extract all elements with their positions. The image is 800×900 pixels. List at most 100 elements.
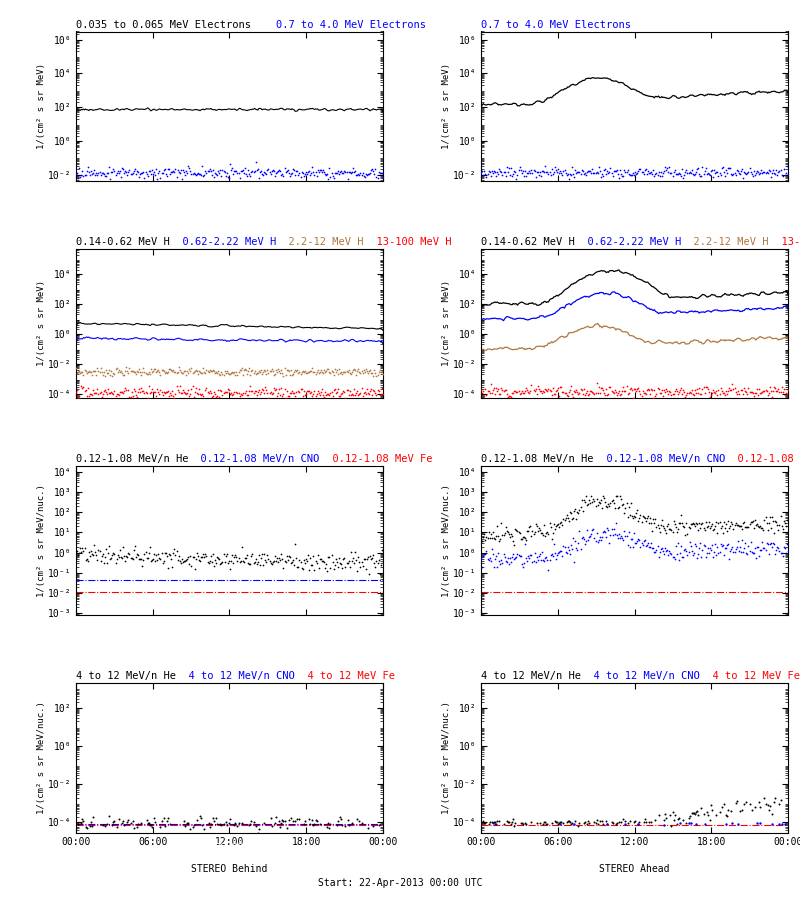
Point <box>598 385 610 400</box>
Point <box>129 383 142 398</box>
Point <box>695 517 708 531</box>
Point <box>574 500 587 514</box>
Point <box>533 167 546 182</box>
Point <box>309 389 322 403</box>
Point <box>308 167 321 182</box>
Point <box>279 392 292 406</box>
Point <box>725 166 738 181</box>
Point <box>356 365 369 380</box>
Point <box>654 386 667 400</box>
Point <box>254 164 267 178</box>
Point <box>246 164 259 178</box>
Point <box>362 385 374 400</box>
Point <box>177 366 190 381</box>
Point <box>162 162 174 176</box>
Point <box>243 361 256 375</box>
Point <box>626 391 639 405</box>
Point <box>210 365 222 380</box>
Point <box>765 521 778 535</box>
Point <box>534 523 546 537</box>
Point <box>154 171 167 185</box>
Point <box>546 532 558 546</box>
Point <box>83 549 96 563</box>
Point <box>657 518 670 533</box>
Point <box>270 365 283 380</box>
Point <box>254 384 267 399</box>
Point <box>556 385 569 400</box>
Point <box>278 814 291 828</box>
Point <box>222 382 234 396</box>
Point <box>274 554 286 568</box>
Point <box>328 362 341 376</box>
Point <box>579 534 592 548</box>
Point <box>169 162 182 176</box>
Point <box>206 163 219 177</box>
Point <box>219 384 232 399</box>
Point <box>493 814 506 828</box>
Point <box>197 389 210 403</box>
Point <box>555 814 568 829</box>
Point <box>377 169 390 184</box>
Point <box>665 388 678 402</box>
Point <box>698 386 711 400</box>
Point <box>98 384 110 399</box>
Point <box>639 815 652 830</box>
Point <box>762 386 775 400</box>
Point <box>321 362 334 376</box>
Point <box>318 363 330 377</box>
Point <box>736 383 749 398</box>
Point <box>228 164 241 178</box>
Point <box>587 166 600 180</box>
Point <box>584 164 597 178</box>
Point <box>602 166 614 180</box>
Point <box>582 388 594 402</box>
Point <box>746 168 759 183</box>
Point <box>308 817 321 832</box>
Point <box>289 168 302 183</box>
Point <box>574 382 587 396</box>
Point <box>118 549 130 563</box>
Point <box>541 816 554 831</box>
Point <box>367 383 380 398</box>
Point <box>771 539 784 554</box>
Point <box>334 813 347 827</box>
Point <box>112 812 125 826</box>
Point <box>186 820 199 834</box>
Point <box>107 387 120 401</box>
Point <box>145 818 158 832</box>
Point <box>185 361 198 375</box>
Point <box>226 548 238 562</box>
Point <box>234 363 247 377</box>
Point <box>652 382 665 397</box>
Point <box>153 387 166 401</box>
Point <box>530 518 542 532</box>
Point <box>518 529 530 544</box>
Point <box>346 387 358 401</box>
Point <box>353 555 366 570</box>
Point <box>77 380 90 394</box>
Point <box>511 168 524 183</box>
Point <box>725 382 738 397</box>
Point <box>159 384 172 399</box>
Point <box>605 522 618 536</box>
Point <box>309 366 322 381</box>
Point <box>330 364 342 379</box>
Point <box>130 164 143 178</box>
Point <box>690 382 703 396</box>
Point <box>645 815 658 830</box>
Point <box>661 161 674 176</box>
Point <box>73 389 86 403</box>
Point <box>493 534 506 548</box>
Point <box>127 364 140 379</box>
Point <box>660 544 673 558</box>
Point <box>358 385 371 400</box>
Point <box>686 806 699 821</box>
Point <box>155 814 168 828</box>
Point <box>634 386 647 400</box>
Point <box>589 816 602 831</box>
Point <box>75 379 88 393</box>
Point <box>264 166 277 181</box>
Point <box>194 365 207 380</box>
Point <box>245 383 258 398</box>
Point <box>760 165 773 179</box>
